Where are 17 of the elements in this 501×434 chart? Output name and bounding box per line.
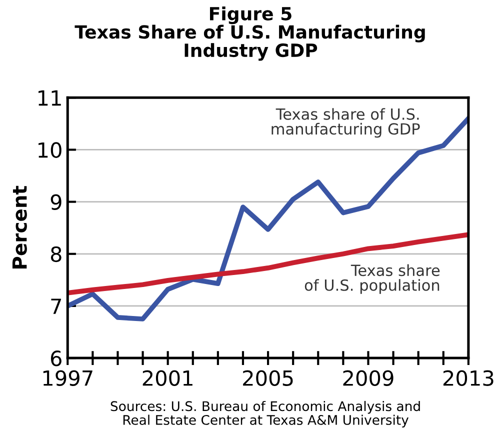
x-tick-label: 2001 bbox=[142, 370, 192, 386]
y-tick-label: 9 bbox=[50, 194, 62, 210]
x-tick-label: 2013 bbox=[443, 370, 494, 386]
y-tick-label: 6 bbox=[50, 350, 62, 366]
chart-title: Figure 5 Texas Share of U.S. Manufacturing Industry GDP bbox=[74, 6, 425, 61]
y-axis-title: Percent bbox=[12, 186, 27, 269]
y-tick-label: 11 bbox=[38, 90, 61, 106]
y-tick-label: 8 bbox=[50, 246, 62, 262]
series-label: Texas share of U.S. manufacturing GDP bbox=[272, 108, 420, 138]
y-tick-label: 7 bbox=[51, 298, 61, 314]
series-label: Texas share of U.S. population bbox=[304, 264, 440, 294]
x-tick-label: 2005 bbox=[243, 370, 293, 386]
y-tick-label: 10 bbox=[38, 142, 62, 158]
x-tick-label: 1997 bbox=[43, 370, 92, 386]
line-series bbox=[68, 232, 468, 296]
x-tick-label: 2009 bbox=[343, 370, 394, 386]
source-note: Sources: U.S. Bureau of Economic Analysis and Real Estate Center at Texas A&M University bbox=[110, 400, 420, 428]
